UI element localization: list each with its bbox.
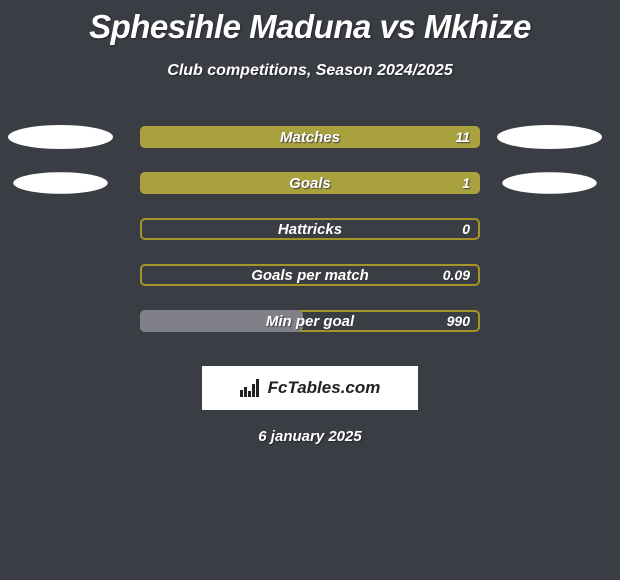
stat-value: 990: [447, 310, 470, 332]
bar-fill: [140, 172, 480, 194]
bar-background: [140, 264, 480, 286]
comparison-chart: Matches11 Goals1 Hattricks0 Goals per match…: [0, 114, 620, 344]
stat-row: Matches11: [0, 114, 620, 160]
logo-bars-icon: [240, 379, 262, 397]
fctables-logo: FcTables.com: [202, 366, 418, 410]
stat-bar: Goals per match0.09: [140, 264, 480, 286]
stat-row: Min per goal990: [0, 298, 620, 344]
right-oval: [502, 172, 597, 194]
bar-background: [140, 218, 480, 240]
stat-row: Goals1: [0, 160, 620, 206]
logo-text: FcTables.com: [268, 378, 381, 398]
right-oval: [497, 125, 602, 149]
stat-row: Goals per match0.09: [0, 252, 620, 298]
left-oval: [13, 172, 108, 194]
stat-value: 0: [462, 218, 470, 240]
subtitle: Club competitions, Season 2024/2025: [0, 62, 620, 80]
stat-value: 11: [455, 126, 470, 148]
bar-fill: [140, 310, 303, 332]
stat-bar: Goals1: [140, 172, 480, 194]
stat-bar: Hattricks0: [140, 218, 480, 240]
stat-value: 1: [462, 172, 470, 194]
stat-bar: Matches11: [140, 126, 480, 148]
left-oval: [8, 125, 113, 149]
page-title: Sphesihle Maduna vs Mkhize: [0, 0, 620, 46]
bar-fill: [140, 126, 480, 148]
stat-bar: Min per goal990: [140, 310, 480, 332]
footer-date: 6 january 2025: [0, 428, 620, 445]
stat-value: 0.09: [443, 264, 470, 286]
stat-row: Hattricks0: [0, 206, 620, 252]
